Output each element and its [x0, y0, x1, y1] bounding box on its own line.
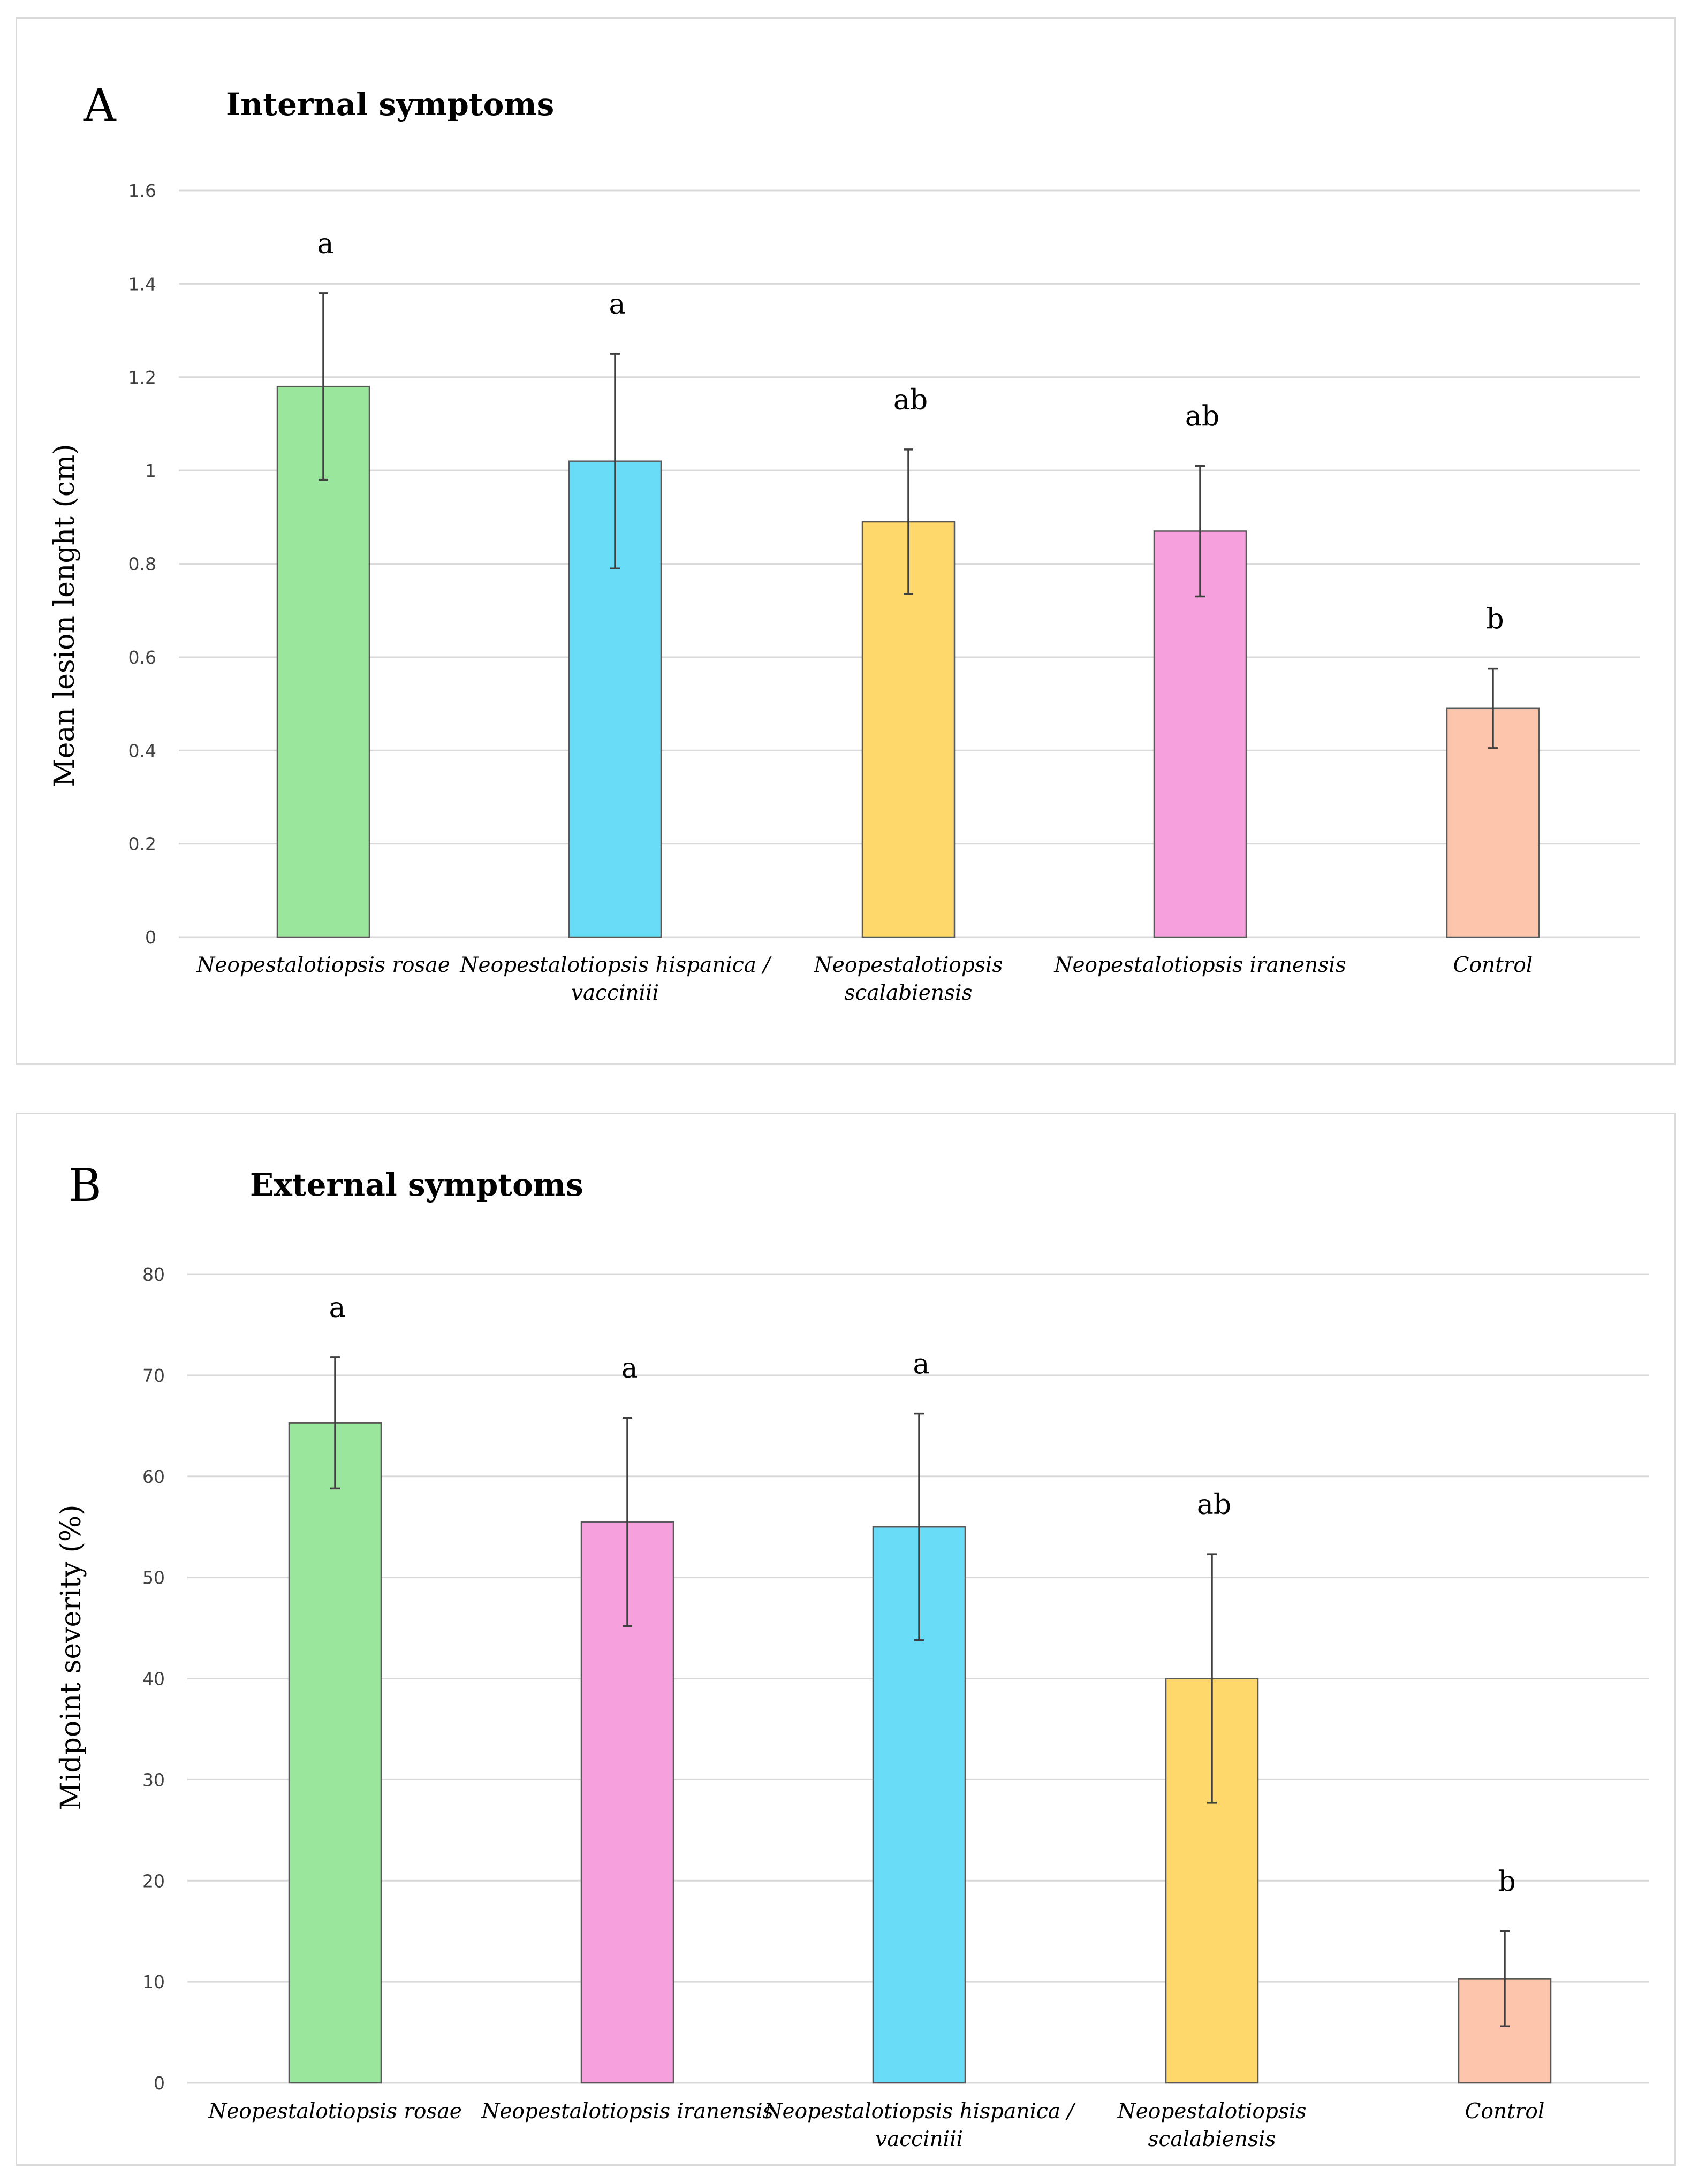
chart-b-category-label: Neopestalotiopsis rosae	[208, 2099, 462, 2124]
chart-b-y-tick-label: 20	[142, 1870, 165, 1891]
chart-b-y-tick-label: 0	[154, 2073, 165, 2094]
chart-a-category-label: vacciniii	[571, 981, 659, 1005]
panel-b-external-symptoms: B External symptoms Midpoint severity (%…	[16, 1113, 1676, 2166]
chart-b-y-tick-label: 60	[142, 1466, 165, 1487]
chart-b-y-tick-label: 40	[142, 1669, 165, 1690]
chart-a-svg: A Internal symptoms Mean lesion lenght (…	[49, 79, 1640, 1005]
chart-a-plot: 0 0.2 0.4 0.6 0.8 1 1.2 1.4 1.6 a Neopestalotiopsi…	[128, 180, 1640, 1005]
chart-b-category-label: Neopestalotiopsis iranensis	[481, 2099, 773, 2124]
chart-a-category-label: Neopestalotiopsis iranensis	[1053, 953, 1346, 977]
chart-a-y-tick-label: 0.8	[128, 554, 156, 575]
panel-letter-a: A	[83, 79, 117, 132]
chart-b-y-tick-label: 10	[142, 1972, 165, 1992]
chart-a-y-tick-label: 0.2	[128, 834, 156, 855]
chart-b-category-label: Neopestalotiopsis	[1117, 2099, 1307, 2124]
chart-a-category-label: Control	[1453, 953, 1533, 977]
panel-letter-b: B	[69, 1159, 102, 1212]
chart-a-significance-label: b	[1486, 604, 1504, 636]
chart-b-significance-label: a	[329, 1292, 345, 1324]
chart-b-significance-label: a	[913, 1349, 929, 1381]
chart-a-category-label: Neopestalotiopsis hispanica /	[459, 953, 772, 977]
chart-b-title: External symptoms	[250, 1167, 583, 1203]
chart-a-y-tick-label: 0	[145, 927, 156, 948]
chart-a-y-tick-label: 1	[145, 460, 156, 481]
chart-b-category-label: scalabiensis	[1148, 2127, 1276, 2151]
chart-a-title: Internal symptoms	[226, 86, 554, 123]
chart-b-y-tick-label: 50	[142, 1567, 165, 1588]
chart-a-y-tick-label: 1.4	[128, 273, 156, 294]
chart-b-category-label: vacciniii	[875, 2127, 963, 2151]
chart-b-y-tick-label: 70	[142, 1365, 165, 1386]
chart-b-significance-label: b	[1498, 1866, 1515, 1898]
chart-a-bar	[1153, 530, 1247, 938]
chart-a-significance-label: a	[609, 288, 625, 321]
chart-b-bar	[288, 1422, 382, 2084]
chart-a-category-label: scalabiensis	[845, 981, 973, 1005]
chart-a-significance-label: a	[317, 228, 333, 260]
chart-b-y-tick-label: 80	[142, 1264, 165, 1285]
chart-a-category-label: Neopestalotiopsis	[814, 953, 1003, 977]
chart-b-plot: 0 10 20 30 40 50 60 70 80 a Neopestalotiopsis rosa…	[142, 1264, 1649, 2151]
chart-a-y-tick-label: 0.6	[128, 647, 156, 668]
panel-a-internal-symptoms: A Internal symptoms Mean lesion lenght (…	[16, 17, 1676, 1065]
chart-a-significance-label: ab	[1185, 400, 1219, 432]
chart-a-y-tick-label: 1.6	[128, 180, 156, 201]
chart-a-significance-label: ab	[893, 384, 928, 416]
chart-b-y-axis-title: Midpoint severity (%)	[55, 1504, 87, 1810]
chart-b-significance-label: ab	[1197, 1489, 1231, 1521]
chart-a-y-tick-label: 1.2	[128, 367, 156, 388]
chart-a-category-label: Neopestalotiopsis rosae	[196, 953, 450, 977]
chart-b-category-label: Neopestalotiopsis hispanica /	[763, 2099, 1076, 2124]
chart-b-category-label: Control	[1465, 2099, 1545, 2124]
chart-a-y-tick-label: 0.4	[128, 740, 156, 761]
chart-b-svg: B External symptoms Midpoint severity (%…	[55, 1159, 1649, 2151]
chart-a-y-axis-title: Mean lesion lenght (cm)	[49, 444, 81, 787]
chart-b-significance-label: a	[621, 1352, 638, 1384]
chart-b-y-tick-label: 30	[142, 1769, 165, 1790]
